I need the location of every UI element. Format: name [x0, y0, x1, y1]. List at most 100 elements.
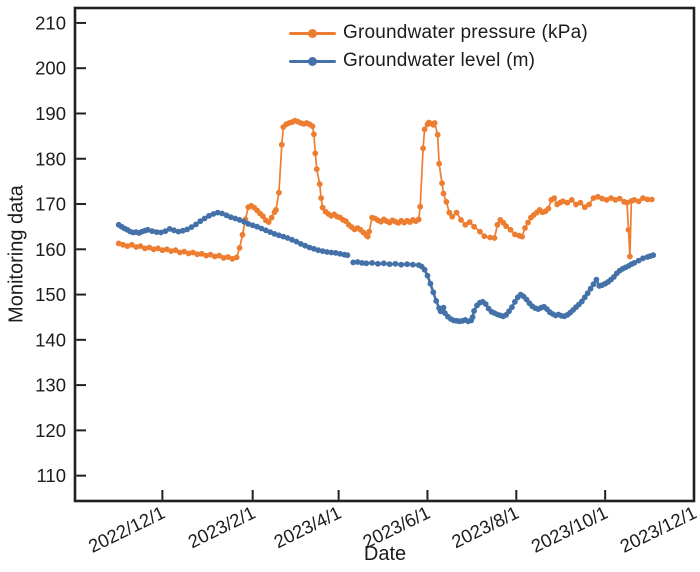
series-marker-1 [392, 260, 399, 267]
series-marker-1 [324, 249, 330, 255]
series-marker-1 [584, 290, 591, 297]
series-marker-1 [635, 257, 642, 264]
series-marker-1 [315, 247, 322, 254]
series-marker-0 [635, 198, 642, 205]
y-tick-label: 160 [35, 239, 66, 260]
series-marker-0 [568, 197, 575, 203]
y-tick-label: 130 [35, 375, 66, 396]
series-marker-0 [239, 231, 246, 238]
series-marker-0 [211, 253, 218, 260]
series-marker-1 [219, 210, 226, 217]
series-marker-1 [631, 260, 638, 266]
series-marker-1 [319, 248, 326, 255]
series-marker-1 [354, 259, 361, 265]
series-marker-0 [431, 120, 438, 126]
legend: Groundwater pressure (kPa) Groundwater l… [289, 19, 588, 75]
series-marker-0 [449, 213, 456, 220]
series-marker-0 [624, 199, 630, 206]
series-marker-1 [236, 217, 243, 223]
series-marker-0 [458, 217, 464, 223]
series-marker-1 [440, 304, 447, 311]
series-marker-1 [350, 259, 357, 266]
legend-label-level: Groundwater level (m) [343, 50, 536, 71]
series-marker-1 [506, 308, 512, 315]
series-marker-1 [332, 250, 339, 256]
series-marker-0 [128, 241, 135, 248]
series-marker-1 [153, 229, 160, 236]
series-marker-0 [434, 131, 441, 138]
series-marker-0 [420, 145, 426, 152]
series-marker-0 [640, 195, 646, 202]
series-marker-0 [233, 254, 240, 261]
series-marker-0 [487, 234, 493, 241]
series-marker-1 [306, 244, 313, 251]
series-marker-0 [133, 244, 140, 250]
legend-item-groundwater-level: Groundwater level (m) [289, 47, 588, 75]
series-marker-1 [386, 261, 393, 268]
series-marker-1 [184, 226, 191, 233]
level-marker-sample [308, 56, 317, 66]
series-marker-0 [415, 216, 422, 223]
series-marker-1 [144, 226, 151, 233]
series-marker-0 [519, 233, 525, 240]
series-marker-0 [466, 219, 473, 226]
series-marker-0 [453, 209, 460, 216]
series-marker-1 [587, 285, 594, 292]
series-marker-0 [577, 199, 584, 206]
series-line-0 [117, 119, 653, 260]
x-tick-label: 2023/12/1 [617, 502, 700, 557]
series-marker-1 [380, 260, 387, 267]
series-marker-0 [564, 199, 571, 206]
series-marker-1 [284, 235, 291, 241]
legend-item-groundwater-pressure: Groundwater pressure (kPa) [289, 19, 588, 47]
series-marker-0 [648, 196, 655, 203]
series-marker-0 [316, 181, 323, 188]
x-tick-label: 2023/4/1 [270, 502, 344, 552]
y-tick-label: 170 [35, 194, 66, 215]
series-marker-0 [525, 219, 531, 226]
series-marker-1 [363, 260, 370, 267]
series-marker-0 [124, 243, 131, 250]
series-marker-1 [344, 252, 351, 259]
series-marker-1 [193, 221, 199, 228]
series-marker-1 [249, 222, 256, 229]
series-marker-0 [644, 196, 651, 203]
series-marker-1 [201, 215, 208, 222]
series-marker-1 [158, 229, 164, 236]
series-marker-1 [262, 227, 269, 234]
series-marker-0 [155, 245, 161, 252]
series-marker-1 [245, 221, 252, 227]
series-marker-1 [369, 260, 375, 266]
x-axis-title: Date [363, 543, 407, 565]
series-marker-1 [410, 261, 416, 268]
pressure-marker-sample [308, 28, 317, 38]
series-marker-0 [586, 201, 592, 208]
series-marker-0 [159, 247, 166, 254]
series-marker-0 [439, 180, 445, 187]
series-marker-0 [545, 205, 552, 212]
series-marker-1 [427, 280, 434, 287]
pressure-series-swatch [289, 19, 336, 47]
series-marker-0 [203, 252, 210, 259]
series-marker-1 [241, 218, 247, 225]
series-marker-1 [149, 228, 156, 235]
series-marker-0 [168, 248, 175, 255]
series-marker-1 [276, 232, 282, 239]
series-marker-0 [312, 150, 319, 157]
series-marker-0 [265, 219, 272, 226]
y-tick-label: 150 [35, 284, 66, 305]
series-marker-0 [616, 195, 623, 202]
series-marker-0 [229, 255, 236, 262]
series-marker-1 [188, 224, 195, 231]
series-marker-1 [232, 215, 239, 222]
series-marker-1 [162, 228, 169, 235]
series-marker-0 [276, 189, 282, 196]
series-marker-0 [172, 247, 179, 254]
series-marker-0 [477, 228, 483, 235]
series-marker-1 [509, 304, 515, 311]
series-marker-1 [227, 214, 234, 221]
series-marker-0 [137, 243, 144, 250]
series-marker-0 [599, 195, 606, 202]
y-tick-label: 110 [37, 465, 67, 486]
